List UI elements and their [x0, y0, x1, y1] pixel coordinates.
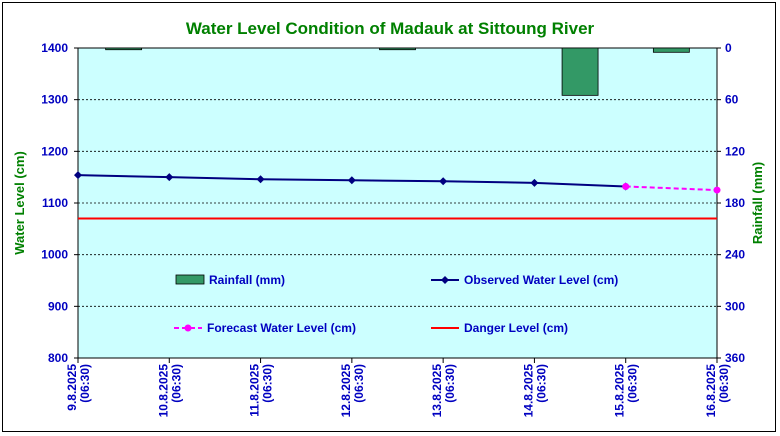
y-tick-label: 1100	[42, 196, 68, 210]
data-point	[439, 177, 448, 186]
y-tick-label: 1300	[41, 93, 68, 107]
x-tick-label: 11.8.2025(06:30)	[248, 364, 275, 417]
y2-tick-label: 180	[725, 196, 745, 210]
x-axis-ticks: 9.8.2025(06:30) 10.8.2025(06:30) 11.8.2025…	[65, 364, 731, 418]
y-tick-label: 800	[48, 351, 68, 365]
rainfall-bars	[105, 47, 690, 96]
data-point	[622, 182, 630, 190]
y2-tick-label: 240	[725, 248, 745, 262]
y2-tick-label: 300	[725, 299, 745, 313]
y2-axis-ticks: 0 60 120 180 240 300 360	[725, 41, 745, 365]
y-tick-label: 1000	[41, 248, 68, 262]
y-tick-label: 1400	[41, 41, 68, 55]
x-tick-label: 9.8.2025(06:30)	[65, 364, 92, 411]
plot-area	[77, 47, 718, 359]
x-tick-label: 15.8.2025(06:30)	[613, 364, 640, 418]
chart-frame	[2, 2, 776, 432]
data-point	[347, 176, 356, 185]
x-tick-label: 13.8.2025(06:30)	[430, 364, 457, 418]
legend-swatch	[175, 274, 205, 285]
x-tick-label: 12.8.2025(06:30)	[339, 364, 366, 418]
legend-marker	[184, 324, 192, 332]
data-point	[713, 186, 721, 194]
gridlines	[74, 47, 721, 363]
y2-axis-title: Rainfall (mm)	[750, 162, 765, 244]
y2-tick-label: 360	[725, 351, 745, 365]
y2-tick-label: 120	[725, 144, 745, 158]
legend-label: Danger Level (cm)	[464, 321, 568, 335]
y2-tick-label: 60	[725, 93, 739, 107]
x-tick-label: 10.8.2025(06:30)	[156, 364, 183, 418]
x-tick-label: 14.8.2025(06:30)	[521, 364, 548, 418]
legend: Rainfall (mm) Observed Water Level (cm) Fo…	[174, 273, 618, 335]
y-axis-ticks: 1400 1300 1200 1100 1000 900 800	[41, 41, 68, 365]
legend-label: Observed Water Level (cm)	[464, 273, 618, 287]
rainfall-bar	[105, 47, 143, 51]
legend-label: Rainfall (mm)	[209, 273, 285, 287]
data-point	[530, 178, 539, 187]
legend-label: Forecast Water Level (cm)	[207, 321, 356, 335]
y2-tick-label: 0	[725, 41, 732, 55]
rainfall-bar	[652, 47, 690, 53]
y-tick-label: 900	[48, 299, 68, 313]
rainfall-bar	[561, 47, 599, 96]
data-point	[256, 175, 265, 184]
data-point	[74, 171, 82, 180]
rainfall-bar	[379, 47, 416, 51]
series-line	[625, 185, 718, 192]
series-lines	[74, 171, 721, 220]
legend-marker	[441, 276, 449, 284]
x-tick-label: 16.8.2025(06:30)	[704, 364, 731, 418]
chart-title: Water Level Condition of Madauk at Sitto…	[185, 19, 595, 38]
data-point	[165, 173, 174, 182]
y-axis-title: Water Level (cm)	[12, 151, 27, 255]
y-tick-label: 1200	[41, 144, 68, 158]
